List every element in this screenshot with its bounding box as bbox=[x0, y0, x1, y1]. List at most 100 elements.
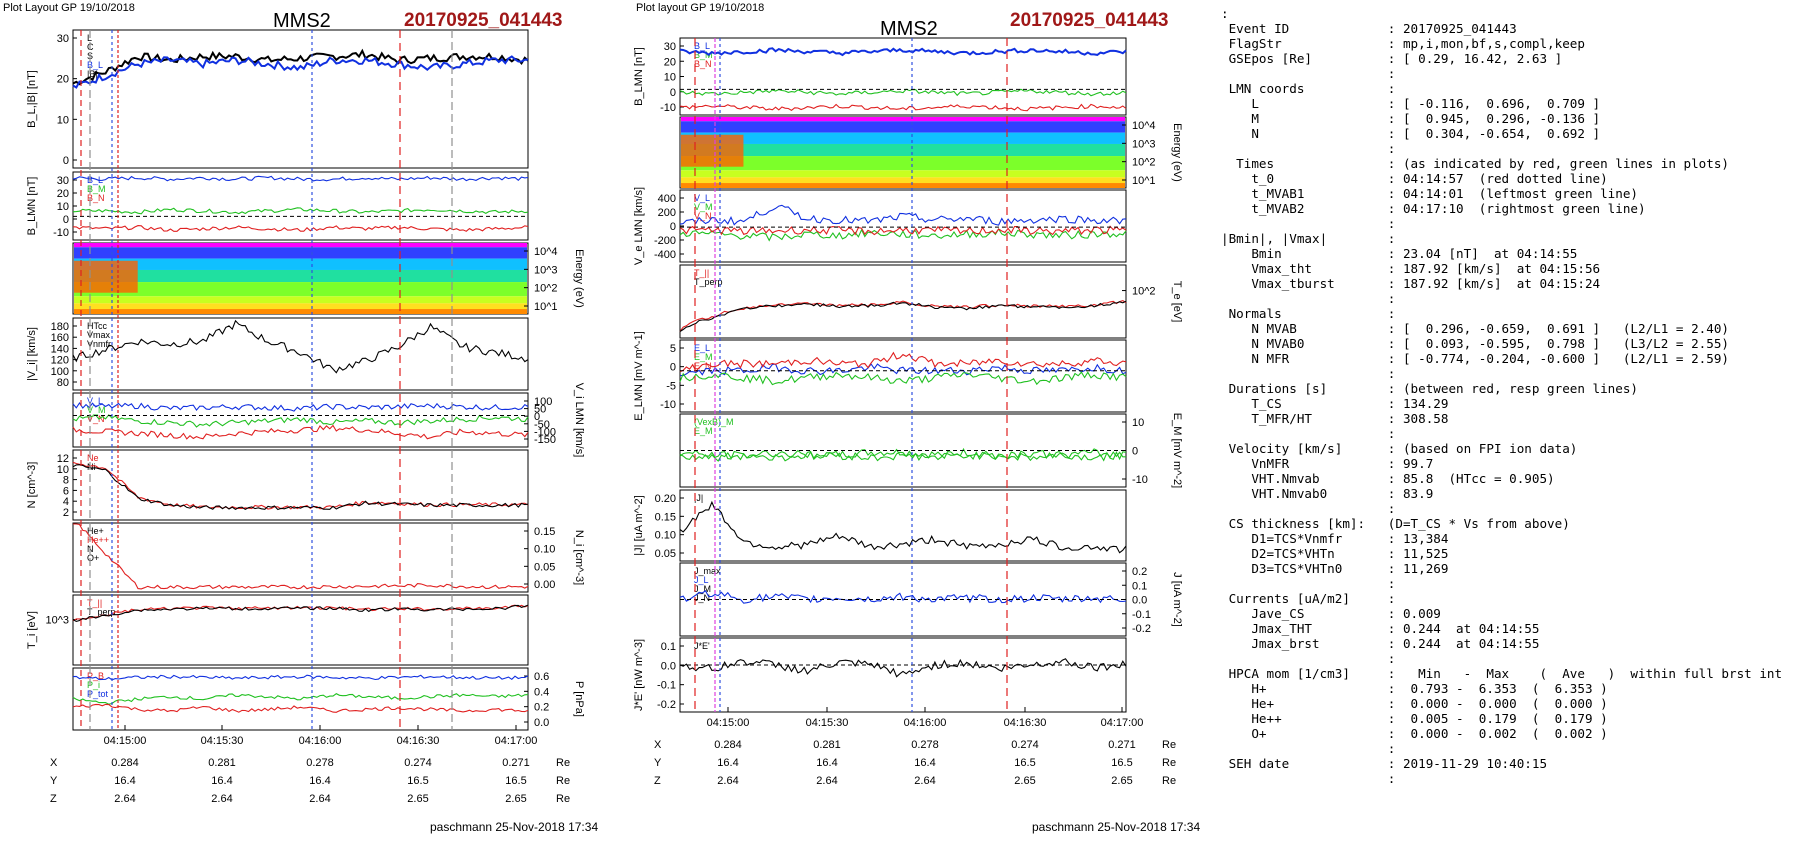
info-line: : bbox=[1221, 141, 1396, 156]
legend-entry: T_|| bbox=[87, 598, 102, 608]
legend-entry: T_|| bbox=[694, 268, 709, 278]
y-tick-label: -50 bbox=[534, 419, 550, 431]
y-tick-label: 10^4 bbox=[534, 246, 558, 258]
info-line: VnMFR : 99.7 bbox=[1221, 456, 1434, 471]
y-tick-label: -10 bbox=[1132, 474, 1148, 486]
info-line: : bbox=[1221, 291, 1396, 306]
series-b-n bbox=[679, 103, 1127, 112]
y-tick-label: -5 bbox=[666, 380, 676, 392]
position-value: 2.65 bbox=[407, 793, 428, 805]
series-j-l bbox=[679, 590, 1127, 604]
info-line: D1=TCS*Vnmfr : 13,384 bbox=[1221, 531, 1449, 546]
legend-entry: J_M bbox=[694, 584, 711, 594]
info-line: D2=TCS*VHTn : 11,525 bbox=[1221, 546, 1449, 561]
info-line: t_MVAB2 : 04:17:10 (rightmost green line… bbox=[1221, 201, 1646, 216]
position-value: 2.65 bbox=[1014, 775, 1035, 787]
legend-entry: P_i bbox=[87, 680, 100, 690]
y-tick-label: 0.05 bbox=[534, 561, 555, 573]
legend-entry: Ne bbox=[87, 453, 99, 463]
y-tick-label: 10^1 bbox=[534, 301, 558, 313]
panel-8: 10^3 T_i [eV] T_||T_perp bbox=[26, 594, 529, 666]
x-tick-label: 04:15:30 bbox=[201, 735, 244, 747]
y-tick-label: 30 bbox=[57, 175, 69, 187]
y-tick-label: 0.15 bbox=[534, 526, 555, 538]
position-value: 2.64 bbox=[114, 793, 135, 805]
y-tick-label: 0.2 bbox=[534, 702, 549, 714]
y-tick-label: 10 bbox=[1132, 417, 1144, 429]
panel-7: 0.150.100.050.00N_i [cm^-3]He+He++NO+ bbox=[72, 522, 585, 593]
y-tick-label: 12 bbox=[57, 453, 69, 465]
y-tick-label: 120 bbox=[51, 355, 69, 367]
spectrogram-band bbox=[681, 132, 1125, 144]
y-axis-label: V_i LMN [km/s] bbox=[573, 383, 585, 458]
left-spacecraft-title: MMS2 bbox=[273, 10, 331, 32]
legend-entry: E_M bbox=[694, 426, 713, 436]
position-value: 16.4 bbox=[211, 775, 232, 787]
info-line: VHT.Nmvab0 : 83.9 bbox=[1221, 486, 1434, 501]
info-line: M : [ 0.945, 0.296, -0.136 ] bbox=[1221, 111, 1601, 126]
position-value: 0.271 bbox=[502, 757, 530, 769]
series-v-l bbox=[72, 402, 529, 412]
y-tick-label: 100 bbox=[534, 396, 552, 408]
series-he- bbox=[73, 523, 529, 590]
y-axis-label: E_M [mV m^-2] bbox=[1171, 413, 1183, 488]
position-value: 16.4 bbox=[309, 775, 330, 787]
spectrogram-band bbox=[74, 309, 527, 314]
y-axis-label: |J| [uA m^-2] bbox=[633, 495, 645, 555]
position-value: 0.284 bbox=[714, 739, 742, 751]
legend-entry: P_B bbox=[87, 671, 104, 681]
panel-4: 10^2 T_e [eV] T_||T_perp bbox=[679, 264, 1183, 339]
series-p-b bbox=[72, 703, 529, 713]
y-tick-label: 2 bbox=[63, 507, 69, 519]
info-line: VHT.Nmvab : 85.8 (HTcc = 0.905) bbox=[1221, 471, 1555, 486]
y-axis-label: J [uA m^-2] bbox=[1171, 572, 1183, 627]
spectrogram-band bbox=[74, 243, 527, 248]
y-tick-label: 0 bbox=[670, 221, 676, 233]
y-axis-label: B_L,|B| [nT] bbox=[26, 70, 38, 128]
right-footer: paschmann 25-Nov-2018 17:34 bbox=[1032, 820, 1201, 834]
spectrogram-band bbox=[74, 247, 527, 259]
info-line: N : [ 0.304, -0.654, 0.692 ] bbox=[1221, 126, 1601, 141]
position-value: 16.5 bbox=[407, 775, 428, 787]
info-line: FlagStr : mp,i,mon,bf,s,compl,keep bbox=[1221, 36, 1585, 51]
left-footer: paschmann 25-Nov-2018 17:34 bbox=[430, 820, 599, 834]
info-line: N MVAB0 : [ 0.093, -0.595, 0.798 ] (L3/L… bbox=[1221, 336, 1729, 351]
spectrogram-band bbox=[681, 177, 1125, 184]
y-tick-label: 10^2 bbox=[534, 283, 558, 295]
y-tick-label: 10^2 bbox=[1132, 286, 1156, 298]
panel-3: 400 200 0 -200 -400 V_e LMN [km/s] V_LV_MV_N bbox=[633, 187, 1127, 265]
panel-frame bbox=[679, 189, 1127, 263]
y-tick-label: 0.10 bbox=[534, 544, 555, 556]
info-line: Vmax_tht : 187.92 [km/s] at 04:15:56 bbox=[1221, 261, 1601, 276]
legend-entry: E_M bbox=[694, 352, 713, 362]
info-line: Jave_CS : 0.009 bbox=[1221, 606, 1441, 621]
y-tick-label: 0.00 bbox=[534, 579, 555, 591]
right-event-title: 20170925_041443 bbox=[1010, 10, 1169, 31]
y-axis-label: T_i [eV] bbox=[26, 611, 38, 649]
spectrogram-band bbox=[74, 282, 527, 297]
legend-entry: Ni bbox=[87, 462, 96, 472]
legend-entry: V_N bbox=[694, 211, 712, 221]
info-line: N MFR : [ -0.774, -0.204, -0.600 ] (L2/L… bbox=[1221, 351, 1729, 366]
info-line: D3=TCS*VHTn0 : 11,269 bbox=[1221, 561, 1449, 576]
panel-frame bbox=[72, 29, 529, 169]
series-p-i bbox=[72, 693, 529, 705]
position-row-label: Z bbox=[654, 775, 661, 787]
position-unit: Re bbox=[1162, 739, 1176, 751]
panel-frame bbox=[679, 37, 1127, 116]
position-value: 2.65 bbox=[505, 793, 526, 805]
y-axis-label: |V_i| [km/s] bbox=[26, 327, 38, 381]
panel-frame bbox=[72, 449, 529, 521]
info-line: Normals : bbox=[1221, 306, 1396, 321]
info-line: CS thickness [km]: (D=T_CS * Vs from abo… bbox=[1221, 516, 1570, 531]
spectrogram-band bbox=[74, 296, 527, 304]
series-v-l bbox=[679, 204, 1127, 226]
y-tick-label: 0 bbox=[63, 155, 69, 167]
series-ne bbox=[72, 461, 529, 510]
y-tick-label: 180 bbox=[51, 321, 69, 333]
y-tick-label: 6 bbox=[63, 485, 69, 497]
panel-1: 30 20 10 0 -10 B_LMN [nT] B_LB_MB_N bbox=[633, 37, 1127, 116]
